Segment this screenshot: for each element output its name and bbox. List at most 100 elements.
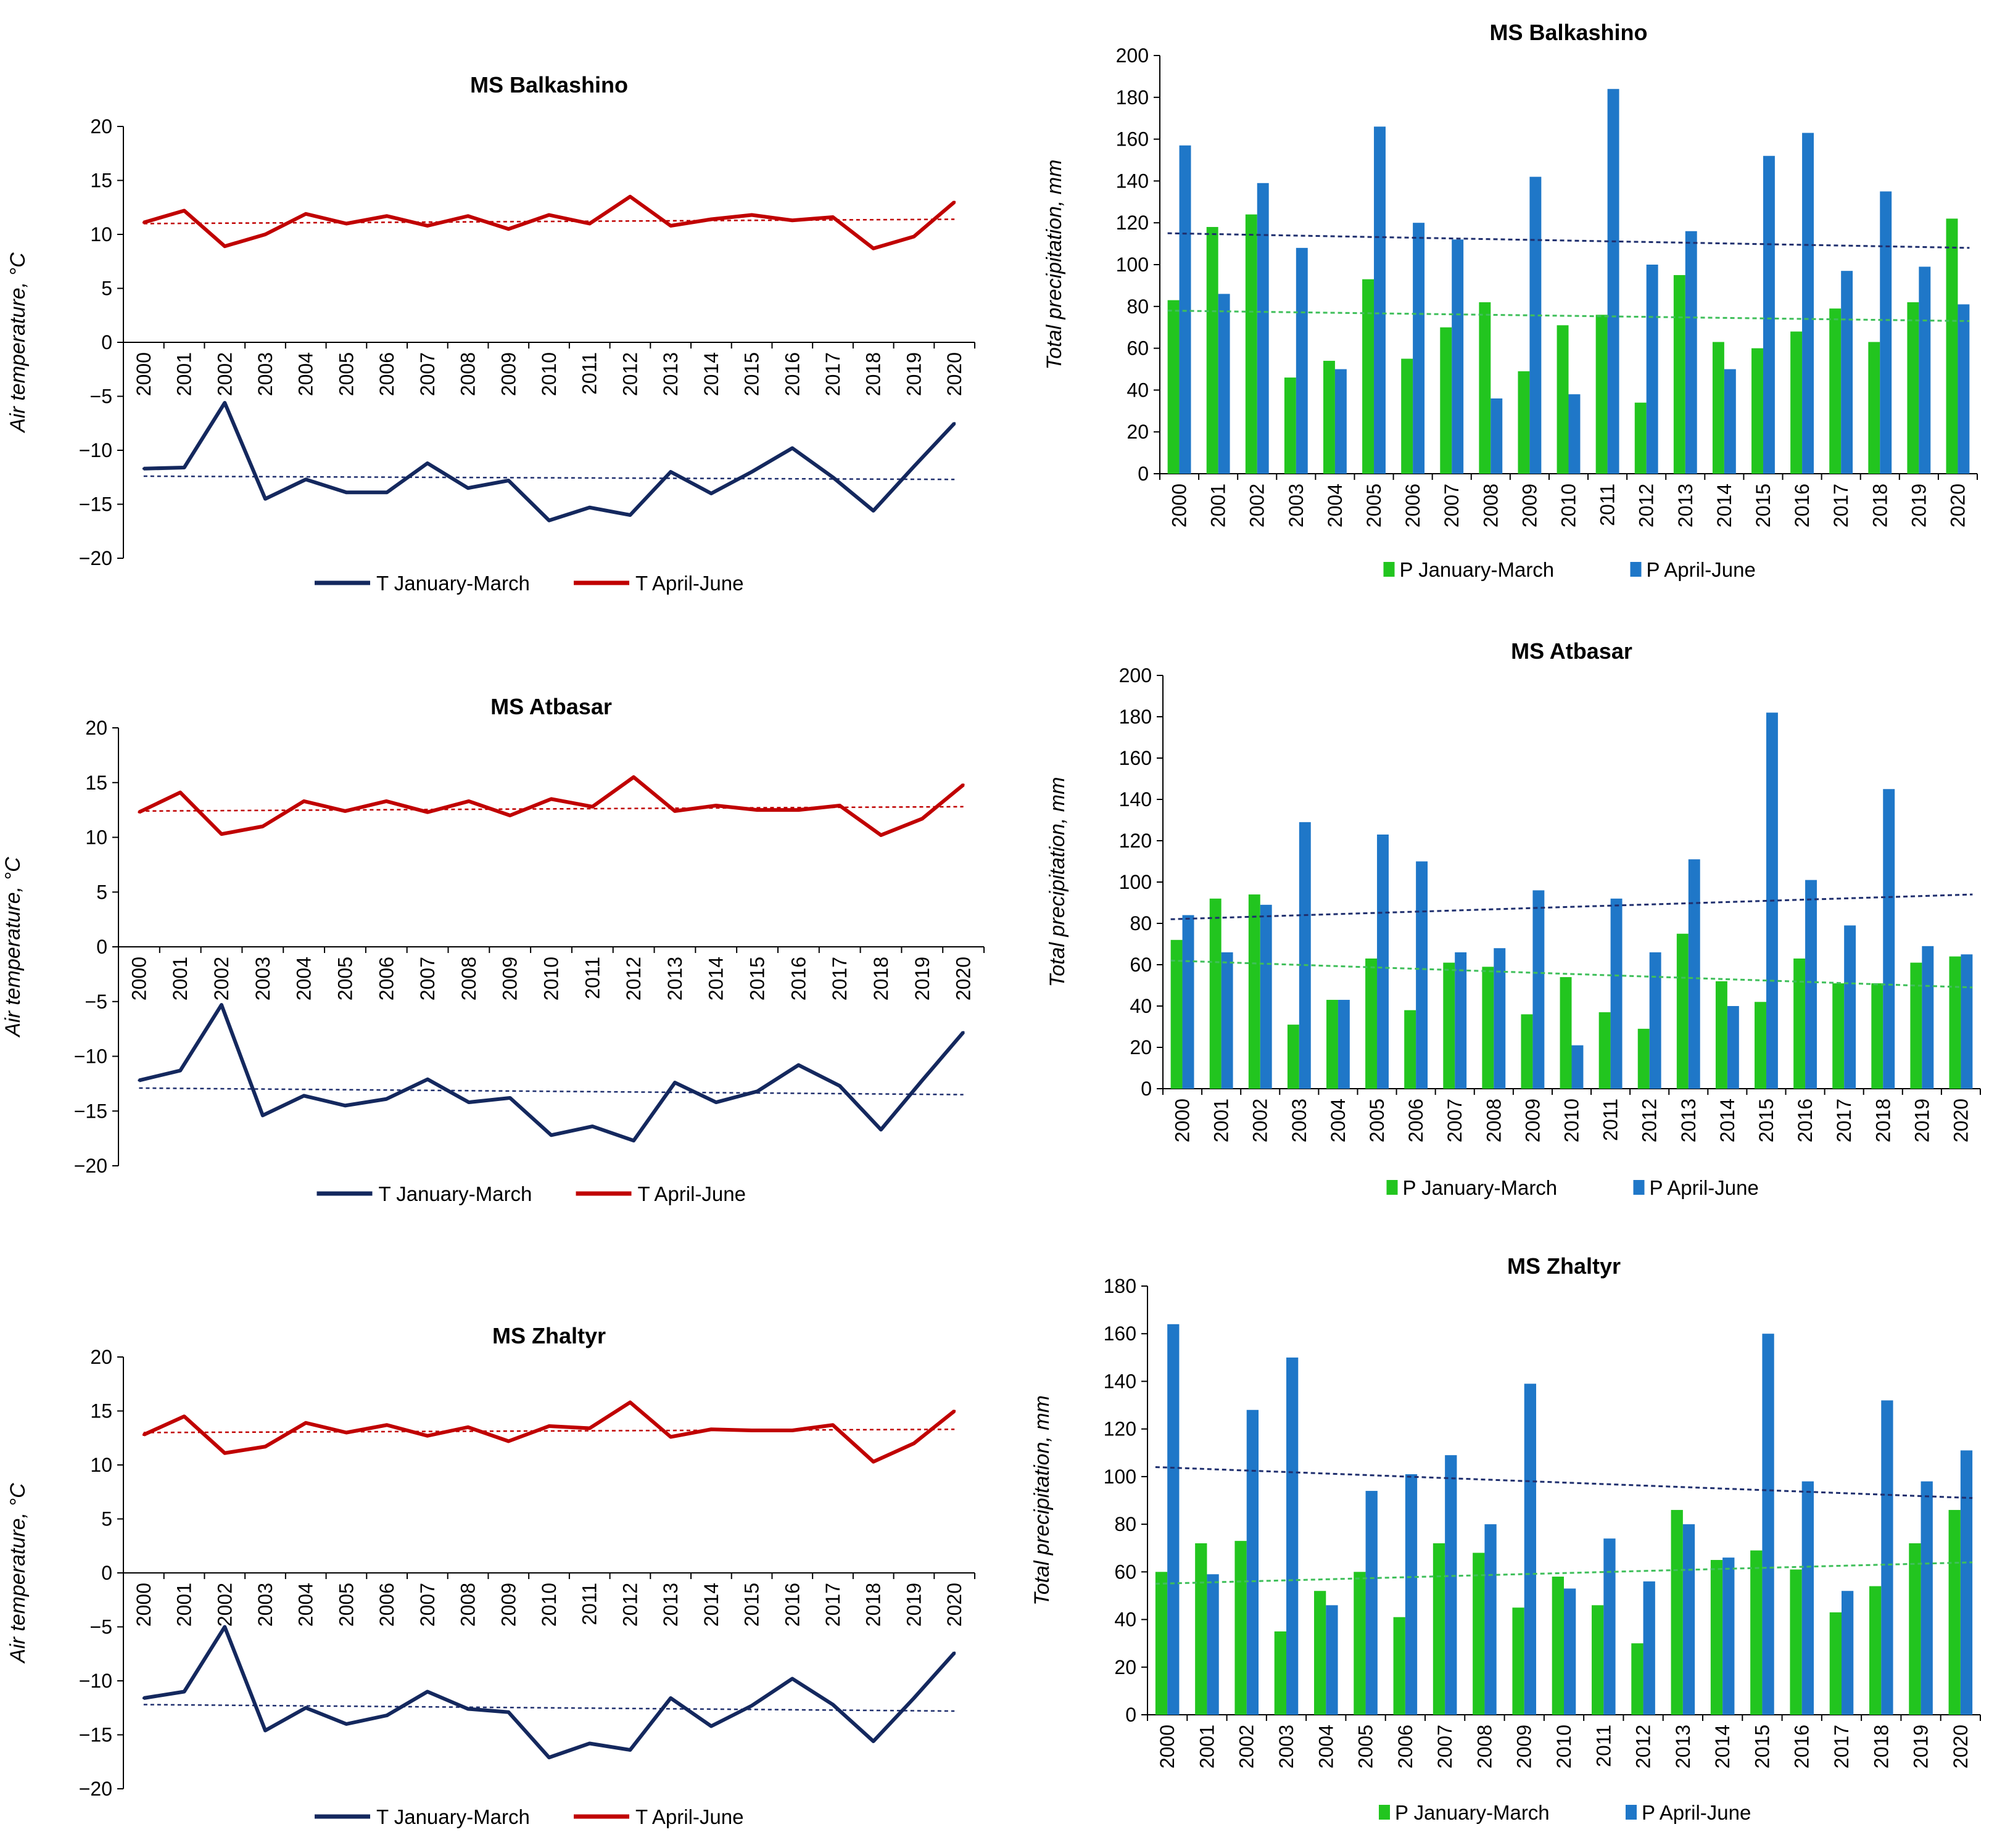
bar-apr-jun bbox=[1685, 231, 1697, 474]
y-tick-label: 5 bbox=[96, 881, 107, 903]
data-point bbox=[466, 1707, 469, 1710]
y-axis-label: Total precipitation, mm bbox=[1043, 160, 1066, 370]
x-tick-label: 2020 bbox=[943, 1583, 965, 1627]
data-point bbox=[791, 219, 794, 222]
data-point bbox=[673, 809, 676, 812]
x-tick-label: 2010 bbox=[538, 352, 560, 396]
bar-jan-mar bbox=[1518, 371, 1530, 474]
y-tick-label: 200 bbox=[1119, 664, 1152, 687]
bar-jan-mar bbox=[1362, 279, 1375, 474]
y-tick-label: 5 bbox=[101, 1508, 112, 1530]
x-tick-label: 2001 bbox=[173, 352, 196, 396]
data-point bbox=[183, 209, 186, 212]
x-tick-label: 2018 bbox=[1870, 1725, 1892, 1768]
data-point bbox=[302, 1094, 305, 1097]
legend-label: T January-March bbox=[379, 1182, 532, 1205]
y-tick-label: 180 bbox=[1116, 86, 1149, 109]
x-tick-label: 2012 bbox=[622, 957, 645, 1000]
x-tick-label: 2015 bbox=[741, 1583, 763, 1627]
bar-jan-mar bbox=[1248, 894, 1260, 1089]
x-tick-label: 2004 bbox=[293, 957, 315, 1000]
x-tick-label: 2014 bbox=[700, 352, 722, 396]
bar-jan-mar bbox=[1598, 1012, 1611, 1089]
bar-jan-mar bbox=[1473, 1553, 1485, 1715]
legend-swatch-jan-mar bbox=[1383, 562, 1395, 577]
data-point bbox=[508, 1096, 511, 1099]
data-point bbox=[345, 1431, 348, 1434]
x-tick-label: 2016 bbox=[1794, 1099, 1816, 1142]
data-point bbox=[550, 1134, 553, 1137]
data-point bbox=[426, 1434, 429, 1437]
x-tick-label: 2017 bbox=[829, 957, 851, 1000]
y-tick-label: 200 bbox=[1116, 44, 1149, 67]
data-point bbox=[550, 798, 553, 801]
x-tick-label: 2014 bbox=[1716, 1099, 1739, 1142]
bar-apr-jun bbox=[1182, 915, 1194, 1089]
x-tick-label: 2009 bbox=[1513, 1725, 1536, 1768]
bar-apr-jun bbox=[1603, 1538, 1616, 1715]
y-tick-label: 140 bbox=[1119, 788, 1152, 811]
data-point bbox=[386, 491, 389, 494]
x-tick-label: 2002 bbox=[213, 1583, 236, 1627]
chart-temp-zhaltyr: MS Zhaltyr Air temperature, °C −20 −15 −10 −5… bbox=[6, 1323, 975, 1828]
x-tick-label: 2006 bbox=[376, 352, 398, 396]
x-tick-label: 2006 bbox=[1394, 1725, 1416, 1768]
x-tick-label: 2008 bbox=[457, 352, 479, 396]
x-tick-label: 2006 bbox=[1405, 1099, 1427, 1142]
bar-apr-jun bbox=[1688, 859, 1700, 1089]
data-point bbox=[426, 1690, 429, 1693]
y-tick-label: 100 bbox=[1119, 871, 1152, 893]
data-point bbox=[466, 487, 469, 490]
y-tick-label: 15 bbox=[85, 772, 107, 794]
bar-jan-mar bbox=[1595, 315, 1608, 474]
x-tick-label: 2005 bbox=[335, 1583, 357, 1627]
data-point bbox=[385, 799, 388, 802]
bar-apr-jun bbox=[1334, 369, 1347, 474]
bar-apr-jun bbox=[1564, 1588, 1576, 1715]
bar-jan-mar bbox=[1206, 226, 1218, 474]
y-tick-label: −20 bbox=[74, 1155, 107, 1177]
x-tick-label: 2007 bbox=[416, 352, 439, 396]
x-tick-label: 2010 bbox=[538, 1583, 560, 1627]
bar-jan-mar bbox=[1869, 1586, 1882, 1715]
bar-apr-jun bbox=[1484, 1524, 1497, 1715]
x-tick-label: 2009 bbox=[1518, 484, 1540, 527]
bar-jan-mar bbox=[1326, 999, 1338, 1089]
bar-apr-jun bbox=[1529, 176, 1542, 474]
data-point bbox=[142, 221, 145, 224]
y-tick-label: 20 bbox=[90, 1346, 112, 1368]
trend-line bbox=[1167, 232, 1970, 249]
x-tick-label: 2004 bbox=[1315, 1725, 1337, 1768]
data-point bbox=[832, 1703, 834, 1706]
bar-jan-mar bbox=[1560, 977, 1572, 1089]
bar-apr-jun bbox=[1445, 1455, 1457, 1715]
bar-jan-mar bbox=[1634, 402, 1647, 474]
data-point bbox=[386, 215, 389, 218]
trend-line bbox=[1155, 1466, 1973, 1499]
x-tick-label: 2014 bbox=[1711, 1725, 1734, 1768]
bar-apr-jun bbox=[1218, 294, 1230, 474]
data-point bbox=[426, 225, 429, 227]
bar-apr-jun bbox=[1207, 1574, 1219, 1715]
data-point bbox=[872, 509, 875, 512]
data-point bbox=[345, 1723, 348, 1725]
y-tick-label: 180 bbox=[1119, 706, 1152, 728]
x-tick-label: 2013 bbox=[1672, 1725, 1694, 1768]
x-tick-label: 2008 bbox=[1482, 1099, 1505, 1142]
data-point bbox=[466, 215, 469, 218]
bar-apr-jun bbox=[1338, 999, 1350, 1089]
bar-jan-mar bbox=[1829, 1612, 1842, 1715]
x-tick-label: 2018 bbox=[1869, 484, 1891, 527]
y-tick-label: 160 bbox=[1116, 128, 1149, 151]
bar-apr-jun bbox=[1491, 398, 1503, 474]
bar-apr-jun bbox=[1844, 925, 1856, 1089]
data-point bbox=[709, 1428, 713, 1431]
data-point bbox=[507, 1440, 510, 1443]
y-tick-label: 40 bbox=[1130, 995, 1152, 1017]
data-point bbox=[962, 783, 965, 786]
y-tick-label: 10 bbox=[90, 1454, 112, 1476]
legend-label: T April-June bbox=[635, 1805, 743, 1828]
y-axis-label: Air temperature, °C bbox=[6, 1483, 30, 1664]
data-point bbox=[508, 814, 511, 817]
data-point bbox=[669, 225, 672, 227]
